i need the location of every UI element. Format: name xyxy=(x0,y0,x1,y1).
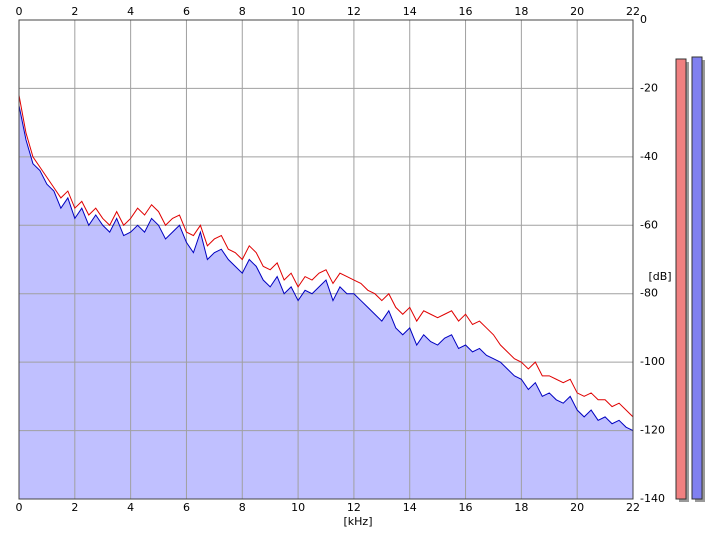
x-tick-label: 4 xyxy=(127,5,134,18)
spectrum-area xyxy=(19,105,633,500)
y-tick-label: -60 xyxy=(640,218,658,231)
x-tick-label: 0 xyxy=(16,5,23,18)
x-tick-label: 2 xyxy=(71,5,78,18)
x-tick-label: 10 xyxy=(291,5,305,18)
plot-frame xyxy=(18,19,634,500)
spectrum-line xyxy=(18,105,634,432)
x-tick-label: 14 xyxy=(403,501,417,514)
x-tick-label: 10 xyxy=(291,501,305,514)
y-tick-label: -20 xyxy=(640,81,658,94)
spectrum-line xyxy=(18,95,634,418)
y-tick-label: -140 xyxy=(640,492,665,505)
y-axis-label: [dB] xyxy=(648,270,671,283)
right-level-meter xyxy=(691,56,703,500)
x-axis-label: [kHz] xyxy=(344,515,373,528)
x-tick-label: 2 xyxy=(71,501,78,514)
x-tick-label: 12 xyxy=(347,5,361,18)
x-tick-label: 12 xyxy=(347,501,361,514)
x-tick-label: 16 xyxy=(459,5,473,18)
x-tick-label: 0 xyxy=(16,501,23,514)
y-tick-label: -40 xyxy=(640,150,658,163)
x-tick-label: 14 xyxy=(403,5,417,18)
x-tick-label: 18 xyxy=(514,5,528,18)
y-tick-label: -120 xyxy=(640,424,665,437)
x-tick-label: 22 xyxy=(626,501,640,514)
x-tick-label: 22 xyxy=(626,5,640,18)
x-tick-label: 4 xyxy=(127,501,134,514)
y-tick-label: 0 xyxy=(640,13,647,26)
x-tick-label: 20 xyxy=(570,5,584,18)
y-tick-label: -100 xyxy=(640,355,665,368)
x-tick-label: 20 xyxy=(570,501,584,514)
x-tick-label: 6 xyxy=(183,5,190,18)
plot xyxy=(18,19,634,500)
x-tick-label: 16 xyxy=(459,501,473,514)
y-tick-label: -80 xyxy=(640,287,658,300)
x-tick-label: 8 xyxy=(239,5,246,18)
left-level-meter xyxy=(675,58,687,500)
x-tick-label: 8 xyxy=(239,501,246,514)
x-tick-label: 18 xyxy=(514,501,528,514)
x-tick-label: 6 xyxy=(183,501,190,514)
